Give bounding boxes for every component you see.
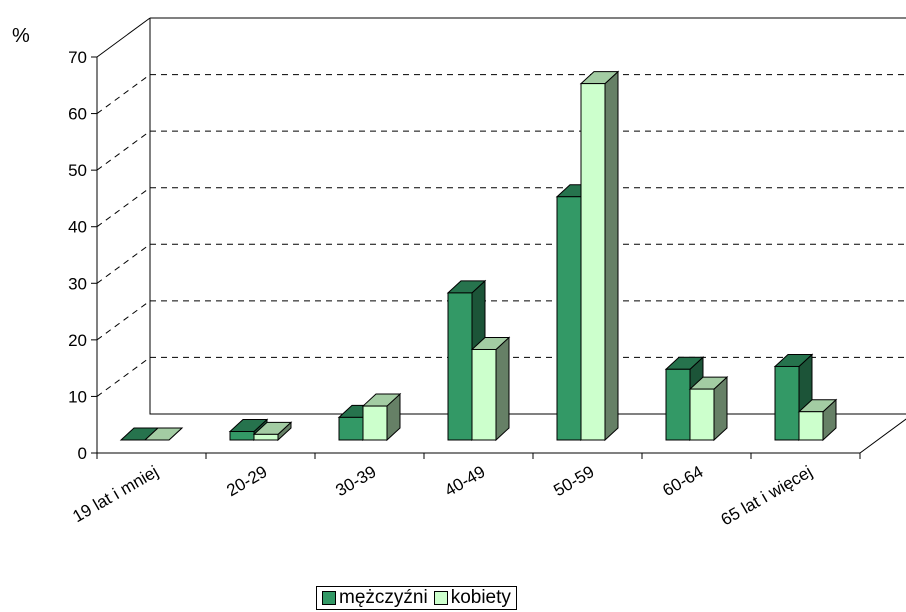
legend-swatch-women bbox=[433, 591, 448, 605]
gridline-side bbox=[96, 74, 151, 114]
gridline-side bbox=[96, 187, 151, 228]
legend: mężczyźni kobiety bbox=[316, 586, 517, 610]
gridline-side bbox=[96, 300, 151, 341]
y-tick-label: 0 bbox=[78, 444, 87, 463]
bar bbox=[773, 353, 814, 442]
x-tick-label: 50-59 bbox=[550, 462, 597, 500]
legend-label-men: mężczyźni bbox=[339, 587, 428, 608]
bar-front bbox=[798, 411, 824, 441]
gridline-side bbox=[96, 243, 151, 284]
bar-top bbox=[143, 427, 184, 441]
bar bbox=[688, 375, 729, 442]
y-tick-label: 60 bbox=[68, 105, 87, 124]
bars bbox=[119, 70, 838, 442]
bar bbox=[797, 398, 838, 442]
bar-side bbox=[495, 336, 510, 442]
bar-front bbox=[362, 405, 388, 441]
bar bbox=[143, 427, 184, 441]
y-unit-label: % bbox=[12, 25, 30, 47]
bar-front bbox=[556, 196, 582, 441]
bar-front bbox=[338, 416, 364, 441]
y-tick-label: 30 bbox=[68, 274, 87, 293]
gridline-side bbox=[96, 130, 151, 171]
bar-front bbox=[253, 433, 279, 441]
y-tick-label: 40 bbox=[68, 218, 87, 237]
bar bbox=[579, 70, 620, 442]
x-tick-label: 60-64 bbox=[659, 462, 706, 500]
gridline-side bbox=[96, 357, 151, 397]
y-tick-label: 20 bbox=[68, 331, 87, 350]
back-wall-edge bbox=[149, 18, 906, 415]
legend-swatch-men bbox=[322, 591, 336, 605]
bar-front bbox=[689, 388, 715, 441]
legend-label-women: kobiety bbox=[450, 587, 511, 608]
legend-item-women: kobiety bbox=[433, 587, 511, 609]
gridlines bbox=[96, 74, 906, 397]
bar-front bbox=[471, 348, 497, 441]
bar-side bbox=[604, 70, 619, 442]
x-tick-label: 20-29 bbox=[223, 462, 270, 500]
bar bbox=[361, 392, 402, 442]
bar-front bbox=[774, 365, 800, 441]
y-tick-label: 10 bbox=[68, 387, 87, 406]
bar-front bbox=[229, 431, 255, 441]
x-tick-label: 19 lat i mniej bbox=[69, 462, 161, 526]
x-tick-label: 30-39 bbox=[332, 462, 379, 500]
y-tick-label: 50 bbox=[68, 161, 87, 180]
bar bbox=[252, 421, 293, 442]
x-tick-label: 40-49 bbox=[441, 462, 488, 500]
x-tick-label: 65 lat i więcej bbox=[718, 462, 816, 529]
bar-front bbox=[447, 292, 473, 441]
bar-front bbox=[580, 83, 606, 441]
y-tick-label: 70 bbox=[68, 48, 87, 67]
y-axis-top-edge bbox=[96, 17, 151, 58]
legend-item-men: mężczyźni bbox=[322, 587, 428, 609]
bar-front bbox=[665, 368, 691, 441]
bar bbox=[470, 336, 511, 442]
